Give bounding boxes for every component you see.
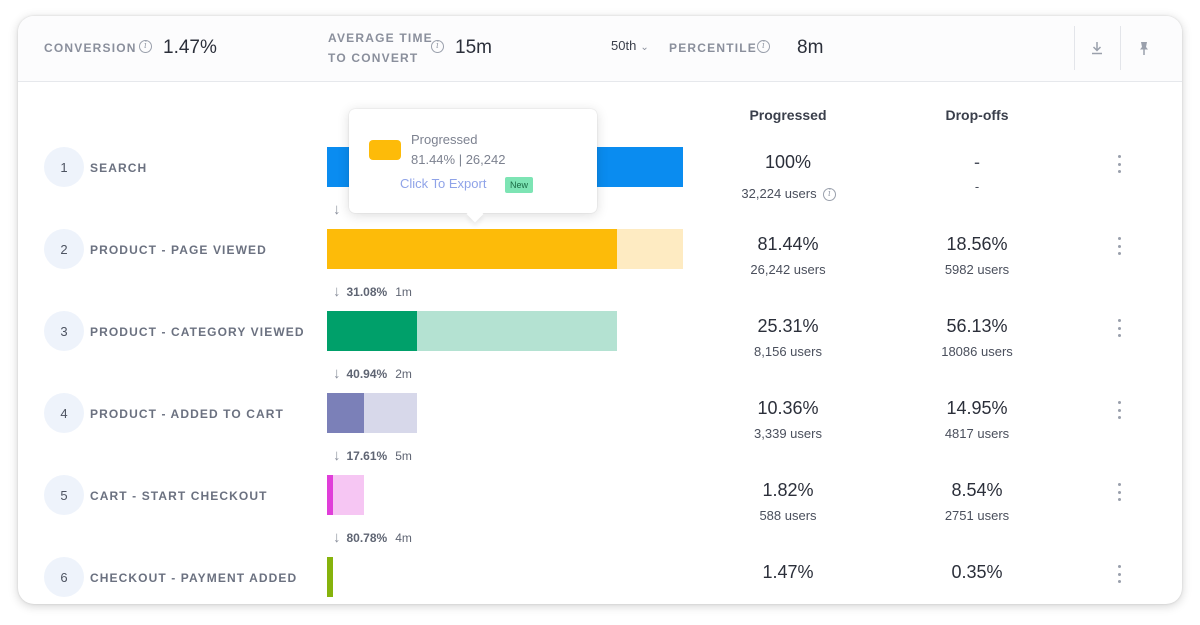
pin-icon [1140,42,1148,55]
funnel-header: CONVERSION i 1.47% AVERAGE TIME TO CONVE… [18,16,1182,82]
dropoffs-column-header: Drop-offs [945,107,1009,123]
dropoff-users: 2751 users [944,508,1010,523]
dropoff-users: - [974,179,980,194]
funnel-bar-step-6[interactable] [327,557,333,597]
dropoff-percent: - [974,152,980,172]
percentile-value: 8m [797,37,824,58]
bar-dropoff [364,393,417,433]
step-menu-button[interactable] [1113,319,1125,337]
dropoff-percent: 18.56% [946,234,1008,254]
progressed-percent: 25.31% [757,316,819,336]
dropoff-percent: 8.54% [951,480,1003,500]
progressed-percent: 81.44% [757,234,819,254]
step-label: PRODUCT - ADDED TO CART [90,407,284,421]
dropoff-percent: 0.35% [951,562,1003,582]
chevron-down-icon: ⌄ [640,42,649,53]
bar-fill [327,229,617,269]
percentile-select-value: 50th [611,38,637,53]
conversion-label: CONVERSION [44,41,137,55]
step-conversion: ↓ 17.61% 5m [333,447,412,464]
tooltip-value: 81.44% | 26,242 [411,152,506,167]
conversion-value: 1.47% [163,37,217,58]
funnel-bar-step-3[interactable] [327,311,617,351]
dropoff-users: 5982 users [944,262,1010,277]
step-label: PRODUCT - CATEGORY VIEWED [90,325,305,339]
progressed-users: 32,224 users [741,186,817,201]
step-number: 4 [44,393,84,433]
header-divider [1074,26,1075,70]
export-link[interactable]: Click To Export [400,176,487,191]
dropoff-percent: 56.13% [946,316,1008,336]
progressed-percent: 10.36% [757,398,819,418]
funnel-bar-step-4[interactable] [327,393,417,433]
progressed-percent: 1.82% [762,480,814,500]
arrow-down-icon: ↓ [333,529,341,546]
step-label: SEARCH [90,161,148,175]
avg-time-label-line2: TO CONVERT [328,51,419,65]
funnel-bar-step-5[interactable] [327,475,364,515]
bar-dropoff [333,475,364,515]
step-number: 5 [44,475,84,515]
bar-dropoff [417,311,617,351]
step-conversion: ↓ [333,201,347,218]
bar-fill [327,475,333,515]
avg-time-info-icon[interactable]: i [431,40,444,53]
new-badge: New [505,177,534,193]
avg-time-value: 15m [455,37,492,58]
dropoff-percent: 14.95% [946,398,1008,418]
percentile-info-icon[interactable]: i [757,40,770,53]
step-label: CART - START CHECKOUT [90,489,268,503]
bar-fill [327,311,417,351]
bar-dropoff [617,229,683,269]
funnel-card: CONVERSION i 1.47% AVERAGE TIME TO CONVE… [18,16,1182,604]
progressed-tooltip: Progressed 81.44% | 26,242 Click To Expo… [349,109,597,213]
progressed-users: 588 users [759,508,817,523]
avg-time-label-line1: AVERAGE TIME [328,31,433,45]
dropoff-users: 18086 users [941,344,1013,359]
step-conversion: ↓ 40.94% 2m [333,365,412,382]
step-conversion: ↓ 80.78% 4m [333,529,412,546]
conversion-info-icon[interactable]: i [139,40,152,53]
arrow-down-icon: ↓ [333,201,341,218]
progressed-percent: 100% [764,152,812,172]
step-menu-button[interactable] [1113,401,1125,419]
percentile-select[interactable]: 50th ⌄ [611,38,649,53]
percentile-label: PERCENTILE [669,41,758,55]
arrow-down-icon: ↓ [333,283,341,300]
step-label: CHECKOUT - PAYMENT ADDED [90,571,298,585]
pin-button[interactable] [1130,34,1158,62]
dropoff-users: 4817 users [944,426,1010,441]
arrow-down-icon: ↓ [333,447,341,464]
step-conversion: ↓ 31.08% 1m [333,283,412,300]
bar-fill [327,393,364,433]
step-number: 3 [44,311,84,351]
step-menu-button[interactable] [1113,237,1125,255]
step-menu-button[interactable] [1113,483,1125,501]
tooltip-title: Progressed [411,132,478,147]
step-number: 6 [44,557,84,597]
download-icon [1092,42,1102,55]
step-number: 1 [44,147,84,187]
step-label: PRODUCT - PAGE VIEWED [90,243,267,257]
step-menu-button[interactable] [1113,155,1125,173]
progressed-percent: 1.47% [762,562,814,582]
progressed-users: 26,242 users [750,262,826,277]
header-divider [1120,26,1121,70]
tooltip-color-swatch [369,140,401,160]
progressed-users: 3,339 users [754,426,822,441]
bar-fill [327,557,333,597]
progressed-column-header: Progressed [749,107,827,123]
step-number: 2 [44,229,84,269]
progressed-users: 8,156 users [754,344,822,359]
arrow-down-icon: ↓ [333,365,341,382]
users-info-icon[interactable]: i [823,188,836,201]
step-menu-button[interactable] [1113,565,1125,583]
download-button[interactable] [1083,34,1111,62]
funnel-bar-step-2[interactable] [327,229,683,269]
